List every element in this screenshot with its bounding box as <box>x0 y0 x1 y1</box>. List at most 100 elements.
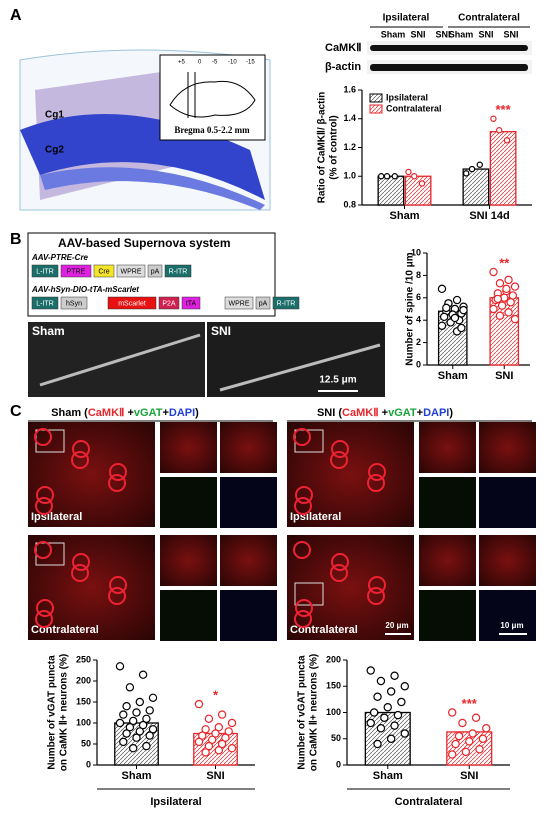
significance: * <box>213 688 219 703</box>
data-point <box>448 708 457 717</box>
zoom-image <box>220 590 277 641</box>
data-point <box>452 295 462 305</box>
data-point <box>439 312 449 322</box>
y-tick-label: 50 <box>331 733 341 743</box>
data-point <box>142 714 151 724</box>
y-tick-label: 50 <box>81 738 91 748</box>
data-point <box>132 708 141 717</box>
image-label: SNI <box>211 324 231 338</box>
y-tick-label: 8 <box>416 270 421 280</box>
zoom-image <box>160 422 217 473</box>
micrograph <box>287 535 414 640</box>
data-point <box>411 173 418 180</box>
data-point <box>148 693 158 703</box>
zoom-image <box>419 422 476 473</box>
y-tick-label: 0 <box>336 759 341 769</box>
legend-label: Ipsilateral <box>386 92 428 102</box>
element-label: pA <box>151 268 160 275</box>
construct-element <box>181 296 201 310</box>
data-point <box>135 697 145 707</box>
data-point <box>227 718 237 728</box>
cell <box>331 440 349 458</box>
zoom-image <box>419 590 476 641</box>
group-label: Ipsilateral <box>150 796 201 808</box>
cell <box>295 486 313 504</box>
data-point <box>373 692 382 701</box>
y-tick-label: 1.0 <box>343 171 356 181</box>
data-point <box>503 137 511 144</box>
data-point <box>224 727 233 736</box>
y-tick-label: 6 <box>416 292 421 302</box>
micrograph <box>28 535 155 640</box>
construct-element <box>224 296 254 310</box>
cell <box>295 599 313 617</box>
data-point <box>393 710 403 720</box>
inset-box <box>294 582 324 606</box>
x-tick-label: Sham <box>373 770 403 782</box>
cell <box>34 541 52 559</box>
bar <box>404 175 432 206</box>
cell <box>330 451 348 469</box>
cell <box>108 474 126 492</box>
scale-bar-label: 10 μm <box>500 621 523 630</box>
protein-label: CaMKⅡ <box>325 42 362 54</box>
cell <box>71 451 89 469</box>
cell <box>36 599 54 617</box>
data-point <box>145 731 154 740</box>
element-label: R-ITR <box>169 268 188 275</box>
data-point <box>148 725 158 734</box>
lane-label: SNI <box>503 29 518 39</box>
element-label: mScarlet <box>118 300 146 307</box>
data-point <box>493 294 502 304</box>
zoom-image <box>419 535 476 586</box>
data-point <box>369 708 379 717</box>
zoom-image <box>220 422 277 473</box>
cell <box>330 564 348 582</box>
data-point <box>115 718 125 728</box>
data-point <box>400 682 409 691</box>
lane-label: SNI <box>410 29 425 39</box>
construct-element <box>93 264 115 278</box>
y-tick-label: 0.8 <box>343 199 356 209</box>
y-tick-label: 100 <box>326 707 341 717</box>
title-part: ) <box>195 407 199 419</box>
data-point <box>475 745 484 754</box>
scale-bar-label: 20 μm <box>385 621 408 630</box>
data-point <box>227 744 237 753</box>
y-tick-label: 4 <box>416 315 421 325</box>
y-tick-label: 1.6 <box>343 84 356 94</box>
region-label: Cg1 <box>45 110 64 121</box>
element-label: hSyn <box>66 300 82 307</box>
data-point <box>214 723 224 732</box>
data-point <box>459 305 468 315</box>
data-point <box>366 718 375 728</box>
image-label: Sham <box>32 324 65 338</box>
panel-label: A <box>10 7 22 24</box>
title-part: + <box>124 407 133 419</box>
construct-element <box>31 264 59 278</box>
y-tick-label: 200 <box>326 654 341 664</box>
zoom-image <box>419 477 476 528</box>
data-point <box>378 173 385 180</box>
data-point <box>454 731 464 741</box>
cell <box>109 463 127 481</box>
construct-element <box>158 296 180 310</box>
construct-element <box>31 296 59 310</box>
y-tick-label: 10 <box>411 247 421 257</box>
title-part: ) <box>449 407 453 419</box>
cell <box>331 553 349 571</box>
data-point <box>115 662 125 671</box>
cell <box>368 576 386 594</box>
zoom-image <box>479 535 536 586</box>
data-point <box>383 173 391 180</box>
data-point <box>122 702 131 711</box>
cell <box>72 553 90 571</box>
cell <box>72 440 90 458</box>
y-tick-label: 100 <box>76 717 91 727</box>
zoom-image <box>160 590 217 641</box>
zoom-image <box>220 535 277 586</box>
data-point <box>489 267 498 277</box>
data-point <box>418 180 426 187</box>
title-part: Sham ( <box>51 407 88 419</box>
data-point <box>497 301 507 310</box>
